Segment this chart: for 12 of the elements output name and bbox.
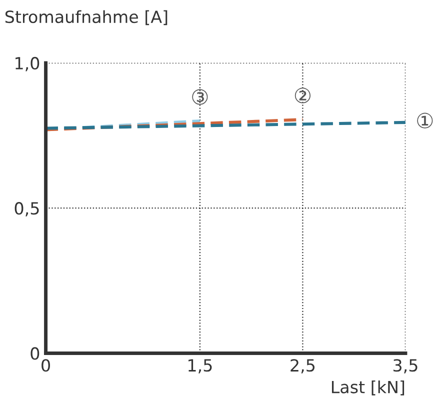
x-tick-label: 2,5 [290, 359, 315, 374]
y-axis-title: Stromaufnahme [A] [5, 10, 168, 26]
series-label: ① [417, 112, 433, 128]
series-label: ③ [192, 89, 208, 105]
x-tick-label: 1,5 [188, 359, 212, 374]
x-tick-label: 0 [42, 359, 50, 372]
y-tick-label: 0,5 [14, 202, 39, 216]
x-tick-label: 3,5 [394, 359, 418, 374]
y-tick-label: 1,0 [16, 56, 40, 72]
x-axis-title: Last [kN] [332, 380, 404, 396]
y-tick-label: 0 [30, 347, 40, 360]
series-label: ② [294, 88, 310, 104]
